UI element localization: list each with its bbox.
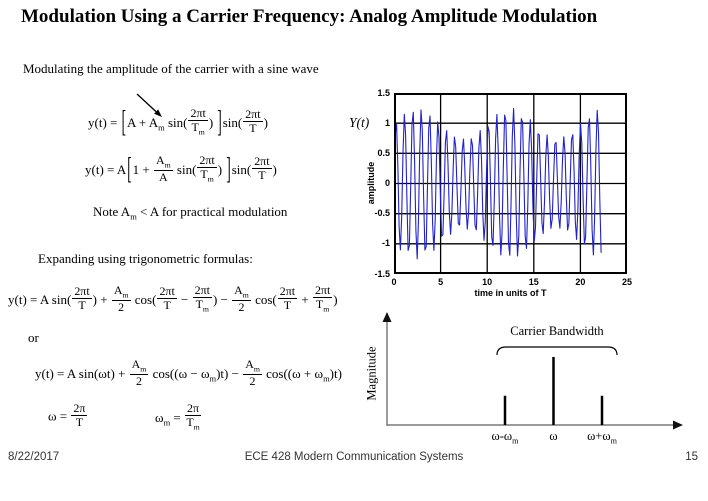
waveform-x-tick-label: 10 xyxy=(482,277,493,287)
waveform-x-tick-label: 5 xyxy=(438,277,444,287)
spectrum-frequency-label: ω-ωm xyxy=(491,429,519,446)
intro-text: Modulating the amplitude of the carrier … xyxy=(23,61,319,76)
expanding-text: Expanding using trigonometric formulas: xyxy=(38,251,253,266)
waveform-x-axis-label: time in units of T xyxy=(474,288,547,298)
or-label: or xyxy=(28,330,39,345)
spectrum-frequency-label: ω+ωm xyxy=(587,429,617,446)
spectrum-y-axis-label: Magnitude xyxy=(364,346,379,401)
equation-omega-m-def: ωm = 2π Tm xyxy=(155,401,201,432)
waveform-y-tick-label: -1 xyxy=(381,238,390,249)
waveform-y-tick-label: 0 xyxy=(384,178,390,188)
equation-omega: y(t) = A sin(ωt) + Am 2 cos((ω − ωm)t) − … xyxy=(35,357,342,388)
annotation-arrow-icon xyxy=(136,93,162,117)
equation-carrier: y(t) = [A + Am sin(2πt Tm) ]sin(2πt T) xyxy=(88,103,268,139)
note-text: Note Am < A for practical modulation xyxy=(93,204,288,222)
carrier-bandwidth-label: Carrier Bandwidth xyxy=(510,324,604,338)
slide-title: Modulation Using a Carrier Frequency: An… xyxy=(21,6,598,27)
waveform-x-tick-label: 20 xyxy=(575,277,586,287)
waveform-x-tick-label: 15 xyxy=(528,277,539,287)
spectrum-axes xyxy=(382,312,683,430)
waveform-chart: Y(t) amplitude time in units of T 1.5 1 0.… xyxy=(345,85,655,300)
waveform-y-tick-label: -1.5 xyxy=(374,268,390,279)
footer-date: 8/22/2017 xyxy=(8,451,60,463)
waveform-x-tick-label: 25 xyxy=(621,277,632,287)
up-arrowhead-icon xyxy=(382,312,392,322)
waveform-y-tick-label: 0.5 xyxy=(377,147,390,158)
waveform-y-tick-label: 1.5 xyxy=(377,87,390,98)
equation-expanded: y(t) = A sin(2πt T) + Am 2 cos(2πt T − 2πt T… xyxy=(8,283,338,314)
footer-course: ECE 428 Modern Communication Systems xyxy=(244,451,464,463)
waveform-x-tick-label: 0 xyxy=(391,277,397,287)
footer-page-number: 15 xyxy=(685,451,698,463)
equation-normalized: y(t) = A[1 + Am A sin(2πt Tm) ]sin(2πt T) xyxy=(85,150,277,186)
spectrum-diagram: Magnitude Carrier Bandwidth ω-ωm ω ω+ωm xyxy=(345,310,708,465)
bandwidth-brace-icon xyxy=(496,346,618,356)
equation-omega-def: ω = 2π T xyxy=(48,401,88,429)
right-arrowhead-icon xyxy=(673,420,683,430)
modulated-waveform xyxy=(394,108,602,260)
waveform-y-tick-label: -0.5 xyxy=(374,208,390,219)
waveform-y-tick-label: 1 xyxy=(384,117,390,128)
waveform-curve-label: Y(t) xyxy=(349,115,370,130)
waveform-plot xyxy=(394,93,627,274)
spectrum-frequency-label: ω xyxy=(549,429,558,443)
